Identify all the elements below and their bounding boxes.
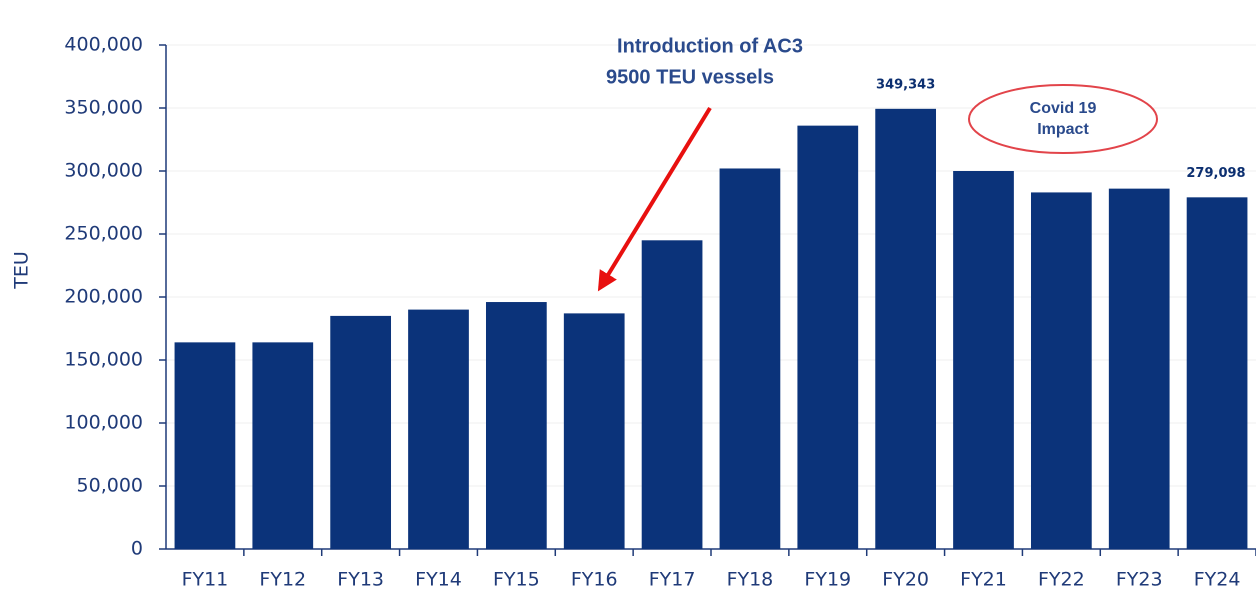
x-tick-label: FY14 bbox=[415, 569, 462, 591]
bar bbox=[1108, 188, 1170, 549]
annotation-ellipse bbox=[968, 84, 1158, 154]
value-label: 349,343 bbox=[876, 77, 935, 92]
x-tick-label: FY17 bbox=[649, 569, 696, 591]
y-tick-label: 50,000 bbox=[77, 475, 143, 497]
x-tick-label: FY19 bbox=[804, 569, 851, 591]
y-tick-label: 200,000 bbox=[64, 286, 143, 308]
y-tick-label: 400,000 bbox=[64, 34, 143, 56]
x-tick-label: FY24 bbox=[1194, 569, 1241, 591]
y-tick-label: 100,000 bbox=[64, 412, 143, 434]
x-tick-label: FY20 bbox=[882, 569, 929, 591]
bar bbox=[1186, 197, 1248, 549]
x-tick-label: FY18 bbox=[727, 569, 774, 591]
y-tick-label: 250,000 bbox=[64, 223, 143, 245]
bar bbox=[485, 302, 547, 549]
x-tick-label: FY15 bbox=[493, 569, 540, 591]
bar bbox=[953, 171, 1014, 549]
x-tick-label: FY16 bbox=[571, 569, 618, 591]
annotation: Impact bbox=[1037, 121, 1089, 138]
x-tick-label: FY22 bbox=[1038, 569, 1085, 591]
y-tick-label: 150,000 bbox=[64, 349, 143, 371]
bar bbox=[563, 313, 625, 549]
annotation-arrow bbox=[597, 106, 712, 292]
x-tick-label: FY11 bbox=[182, 569, 229, 591]
x-tick-label: FY21 bbox=[960, 569, 1007, 591]
annotation: 9500 TEU vessels bbox=[606, 66, 774, 88]
annotation: Covid 19 bbox=[1030, 100, 1097, 117]
value-label: 279,098 bbox=[1186, 166, 1245, 181]
bar bbox=[797, 125, 859, 549]
bar bbox=[408, 309, 469, 549]
annotation: Introduction of AC3 bbox=[617, 35, 803, 57]
y-tick-label: 0 bbox=[131, 538, 143, 560]
x-tick-label: FY12 bbox=[259, 569, 306, 591]
y-axis-label: TEU bbox=[11, 251, 33, 290]
bar bbox=[330, 315, 392, 549]
x-tick-label: FY13 bbox=[337, 569, 384, 591]
bar bbox=[1030, 192, 1092, 550]
bar bbox=[719, 168, 781, 550]
bar bbox=[875, 108, 937, 549]
y-tick-label: 350,000 bbox=[64, 97, 143, 119]
bar bbox=[252, 342, 314, 549]
y-tick-label: 300,000 bbox=[64, 160, 143, 182]
x-tick-label: FY23 bbox=[1116, 569, 1163, 591]
bar bbox=[641, 240, 703, 550]
bar bbox=[174, 342, 236, 549]
